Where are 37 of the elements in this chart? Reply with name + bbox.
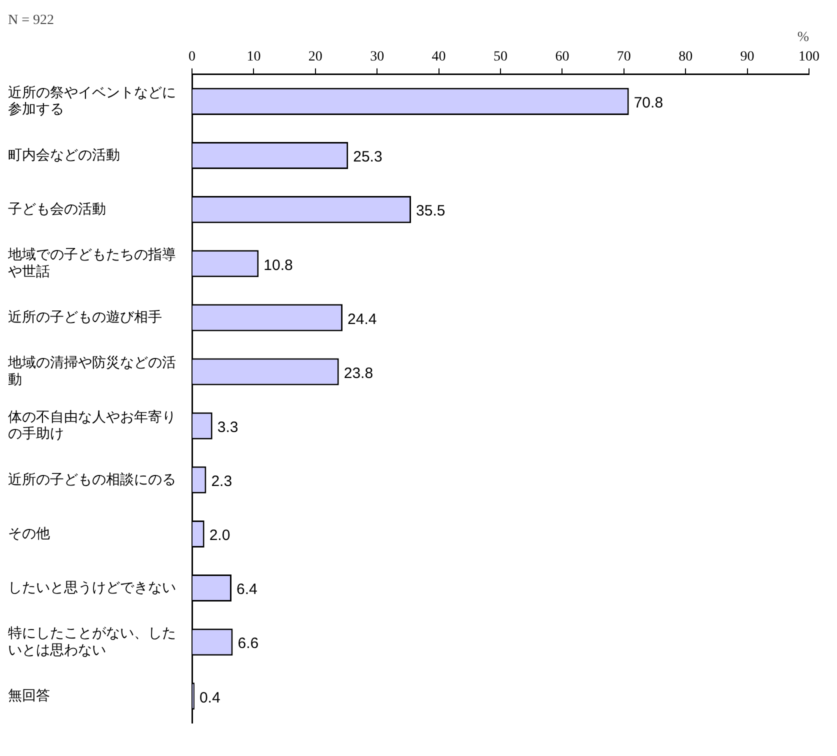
x-tick-label: 60 <box>555 50 570 65</box>
data-label: 6.6 <box>238 635 259 652</box>
data-label: 24.4 <box>348 310 377 328</box>
data-label: 2.3 <box>211 473 232 490</box>
y-tick-label: 地域での子どもたちの指導や世話 <box>7 246 176 279</box>
x-tick-label: 50 <box>494 50 508 65</box>
y-tick-label: その他 <box>8 524 50 541</box>
x-tick-label: 40 <box>432 50 446 65</box>
x-tick-label: 30 <box>370 50 384 65</box>
x-tick-label: 10 <box>246 50 261 65</box>
y-tick-label: 町内会などの活動 <box>8 146 120 162</box>
data-label: 35.5 <box>416 202 446 220</box>
y-tick-label: したいと思うけどできない <box>8 578 176 595</box>
y-tick-label: 地域の清掃や防災などの活動 <box>7 354 176 388</box>
x-tick-label: 20 <box>308 50 322 65</box>
data-label: 25.3 <box>353 148 382 166</box>
y-tick-label: 子ども会の活動 <box>8 200 106 216</box>
x-axis-title: % <box>797 30 810 45</box>
data-label: 2.0 <box>209 527 230 544</box>
y-tick-label: 近所の祭やイベントなどに参加する <box>8 84 176 117</box>
y-tick-label: 特にしたことがない、したいとは思わない <box>8 624 176 658</box>
y-tick-label: 近所の子どもの相談にのる <box>8 470 176 487</box>
text: N = 922 <box>8 13 54 28</box>
x-tick-label: 100 <box>798 50 820 65</box>
data-label: 10.8 <box>264 256 293 274</box>
y-tick-label: 近所の子どもの遊び相手 <box>8 308 162 325</box>
data-label: 6.4 <box>236 581 258 598</box>
x-tick-label: 80 <box>678 50 693 65</box>
data-label: 23.8 <box>344 364 374 382</box>
x-tick-label: 0 <box>188 50 196 65</box>
x-tick-label: 70 <box>616 50 631 65</box>
y-tick-label: 体の不自由な人やお年寄りの手助け <box>8 408 176 442</box>
data-label: 0.4 <box>199 689 220 706</box>
x-tick-label: 90 <box>740 50 754 65</box>
data-label: 3.3 <box>217 418 238 436</box>
y-tick-label: 無回答 <box>8 687 50 704</box>
data-label: 70.8 <box>634 94 664 112</box>
